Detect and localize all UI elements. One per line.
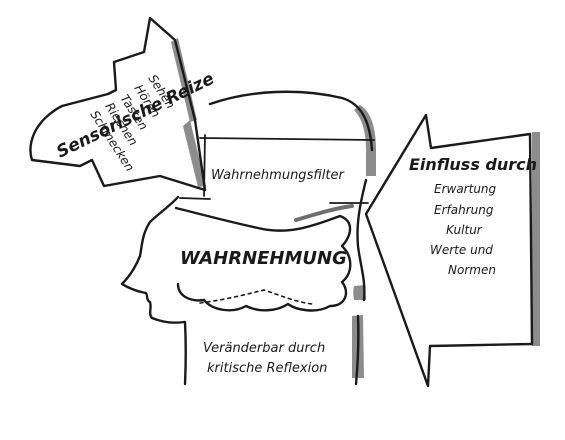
sensory-arrow-shadow-lower: [183, 120, 206, 187]
neck-front-outline: [183, 320, 187, 386]
filter-band-bottom-line: [179, 197, 211, 200]
brain-outline: [174, 206, 352, 312]
sensory-arrow-outline: [29, 16, 207, 192]
perception-filter-label: Wahrnehmungsfilter: [211, 168, 345, 183]
influence-arrow: Einfluss durch Erwartung Erfahrung Kultu…: [364, 113, 540, 388]
filter-band-top-line: [199, 137, 375, 141]
perception-label: WAHRNEHMUNG: [180, 248, 347, 269]
skull-outline: [208, 90, 374, 152]
head-silhouette: [120, 90, 376, 386]
reflection-label-line1: Veränderbar durch: [203, 341, 325, 356]
influence-item-erwartung: Erwartung: [434, 182, 497, 196]
face-profile: [120, 195, 186, 324]
influence-arrow-title: Einfluss durch: [409, 155, 537, 174]
back-of-head-outline: [356, 178, 368, 302]
reflection-label-line2: kritische Reflexion: [207, 361, 327, 376]
influence-arrow-shadow: [532, 132, 540, 346]
influence-item-werte-und: Werte und: [430, 243, 493, 257]
influence-item-kultur: Kultur: [446, 223, 483, 237]
neck-back-outline: [354, 314, 360, 386]
influence-item-normen: Normen: [448, 263, 496, 277]
influence-arrow-outline: [364, 113, 534, 388]
head-shadow-lower: [353, 285, 366, 300]
influence-item-erfahrung: Erfahrung: [434, 203, 494, 217]
jaw-dashed-line: [199, 289, 313, 305]
filter-shadow-stroke: [294, 204, 354, 222]
head-shadow: [354, 105, 376, 176]
sensory-stimuli-arrow: Sensorische Reize Sehen Hören Tasten Rie…: [29, 16, 217, 192]
